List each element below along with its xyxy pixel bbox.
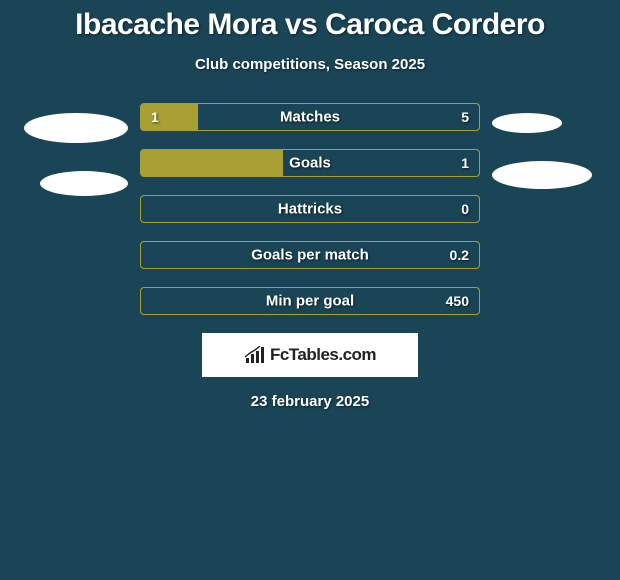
bar-fill-left (141, 150, 283, 176)
stat-value-right: 0 (461, 201, 469, 217)
stat-row-gpm: Goals per match 0.2 (140, 241, 480, 269)
bar-chart-icon (244, 346, 266, 364)
stat-value-left: 1 (151, 109, 159, 125)
stat-row-goals: Goals 1 (140, 149, 480, 177)
stat-value-right: 0.2 (450, 247, 469, 263)
stat-value-right: 450 (446, 293, 469, 309)
logo-text: FcTables.com (270, 345, 376, 365)
stat-bars: 1 Matches 5 Goals 1 Hattricks 0 (140, 103, 480, 315)
stat-row-hattricks: Hattricks 0 (140, 195, 480, 223)
ellipse-left-1 (40, 171, 128, 196)
page-title: Ibacache Mora vs Caroca Cordero (75, 8, 545, 42)
stat-row-mpg: Min per goal 450 (140, 287, 480, 315)
stat-label: Goals per match (251, 247, 369, 264)
stat-value-right: 1 (461, 155, 469, 171)
ellipse-right-0 (492, 113, 562, 133)
stat-label: Hattricks (278, 201, 342, 218)
left-ellipses (24, 113, 128, 196)
logo-box: FcTables.com (202, 333, 418, 377)
subtitle: Club competitions, Season 2025 (195, 56, 425, 73)
ellipse-right-1 (492, 161, 592, 189)
stat-label: Matches (280, 109, 340, 126)
bar-fill-left (141, 104, 198, 130)
right-ellipses (492, 113, 596, 189)
ellipse-left-0 (24, 113, 128, 143)
stat-value-right: 5 (461, 109, 469, 125)
stat-label: Min per goal (266, 293, 354, 310)
stat-row-matches: 1 Matches 5 (140, 103, 480, 131)
stat-label: Goals (289, 155, 331, 172)
date-label: 23 february 2025 (251, 393, 369, 410)
stats-area: 1 Matches 5 Goals 1 Hattricks 0 (0, 103, 620, 315)
main-container: Ibacache Mora vs Caroca Cordero Club com… (0, 0, 620, 410)
